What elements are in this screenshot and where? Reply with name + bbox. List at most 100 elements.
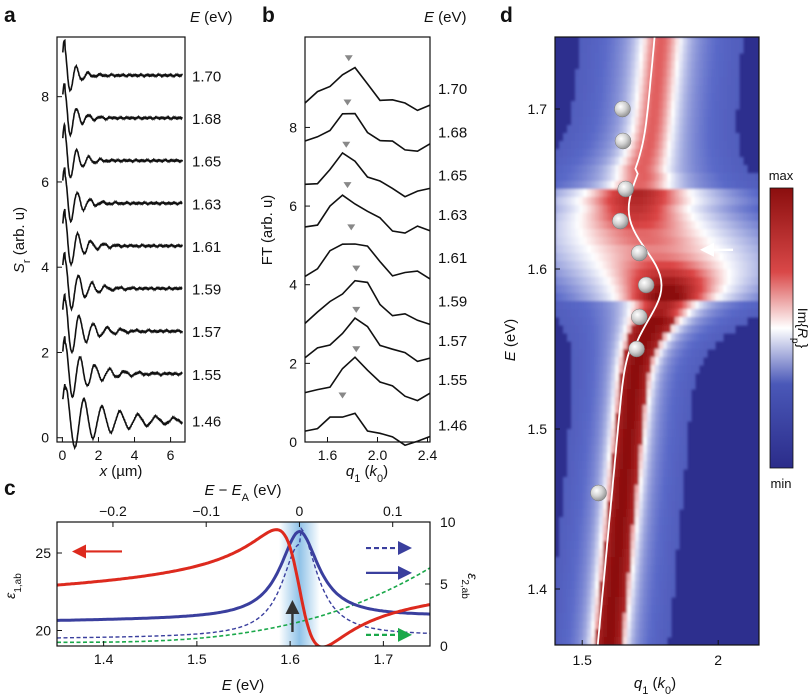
heatmap-cell [687, 285, 692, 294]
heatmap-cell [699, 189, 704, 198]
heatmap-cell [651, 173, 656, 182]
heatmap-cell [567, 597, 572, 606]
heatmap-cell [655, 285, 660, 294]
heatmap-cell [711, 333, 716, 342]
heatmap-cell [635, 269, 640, 278]
heatmap-cell [591, 525, 596, 534]
heatmap-cell [611, 141, 616, 150]
heatmap-cell [647, 445, 652, 454]
heatmap-cell [607, 93, 612, 102]
heatmap-cell [591, 293, 596, 302]
heatmap-cell [567, 429, 572, 438]
panel-c-xlabel: E (eV) [222, 677, 265, 694]
heatmap-cell [687, 61, 692, 70]
heatmap-cell [723, 325, 728, 334]
heatmap-cell [603, 109, 608, 118]
heatmap-cell [563, 205, 568, 214]
heatmap-cell [607, 69, 612, 78]
heatmap-cell [607, 493, 612, 502]
heatmap-cell [651, 77, 656, 86]
heatmap-cell [679, 333, 684, 342]
heatmap-cell [607, 637, 612, 645]
heatmap-cell [651, 229, 656, 238]
heatmap-cell [587, 389, 592, 398]
heatmap-cell [559, 533, 564, 542]
heatmap-cell [719, 285, 724, 294]
heatmap-cell [659, 517, 664, 526]
heatmap-cell [639, 605, 644, 614]
heatmap-cell [639, 365, 644, 374]
heatmap-cell [607, 421, 612, 430]
heatmap-cell [639, 357, 644, 366]
heatmap-cell [651, 349, 656, 358]
heatmap-cell [691, 277, 696, 286]
heatmap-cell [683, 45, 688, 54]
a-energy-label: 1.63 [192, 196, 221, 213]
heatmap-cell [627, 437, 632, 446]
heatmap-cell [579, 493, 584, 502]
heatmap-cell [727, 133, 732, 142]
heatmap-cell [687, 269, 692, 278]
heatmap-cell [575, 341, 580, 350]
heatmap-cell [735, 269, 740, 278]
heatmap-cell [587, 421, 592, 430]
heatmap-cell [647, 365, 652, 374]
c-eps1-line [57, 528, 430, 646]
heatmap-cell [631, 133, 636, 142]
heatmap-cell [639, 301, 644, 310]
heatmap-cell [619, 581, 624, 590]
heatmap-cell [563, 253, 568, 262]
heatmap-cell [635, 117, 640, 126]
heatmap-cell [627, 117, 632, 126]
heatmap-cell [615, 581, 620, 590]
heatmap-cell [619, 477, 624, 486]
heatmap-cell [603, 445, 608, 454]
heatmap-cell [611, 69, 616, 78]
heatmap-cell [623, 333, 628, 342]
heatmap-cell [739, 269, 744, 278]
heatmap-cell [663, 181, 668, 190]
heatmap-cell [607, 477, 612, 486]
heatmap-cell [571, 621, 576, 630]
heatmap-cell [655, 245, 660, 254]
heatmap-cell [571, 373, 576, 382]
heatmap-cell [599, 157, 604, 166]
heatmap-cell [667, 365, 672, 374]
heatmap-cell [587, 365, 592, 374]
heatmap-cell [735, 189, 740, 198]
heatmap-cell [587, 589, 592, 598]
heatmap-cell [603, 117, 608, 126]
heatmap-cell [707, 141, 712, 150]
heatmap-cell [731, 181, 736, 190]
heatmap-cell [555, 293, 560, 302]
heatmap-cell [679, 317, 684, 326]
heatmap-cell [727, 37, 732, 46]
heatmap-cell [707, 293, 712, 302]
heatmap-cell [619, 573, 624, 582]
heatmap-cell [639, 53, 644, 62]
heatmap-cell [663, 117, 668, 126]
heatmap-cell [611, 189, 616, 198]
heatmap-cell [655, 101, 660, 110]
heatmap-cell [635, 165, 640, 174]
heatmap-cell [715, 285, 720, 294]
d-ytick-label: 1.6 [528, 261, 548, 277]
heatmap-cell [603, 429, 608, 438]
heatmap-cell [635, 405, 640, 414]
heatmap-cell [635, 149, 640, 158]
b-peak-marker [352, 306, 361, 313]
heatmap-cell [571, 613, 576, 622]
heatmap-cell [655, 181, 660, 190]
heatmap-cell [611, 613, 616, 622]
heatmap-cell [651, 621, 656, 630]
heatmap-cell [595, 325, 600, 334]
heatmap-cell [659, 189, 664, 198]
heatmap-cell [643, 349, 648, 358]
heatmap-cell [631, 517, 636, 526]
heatmap-cell [587, 101, 592, 110]
heatmap-cell [647, 597, 652, 606]
heatmap-cell [723, 61, 728, 70]
heatmap-cell [727, 93, 732, 102]
heatmap-cell [651, 61, 656, 70]
a-ytick-label: 8 [41, 89, 49, 105]
